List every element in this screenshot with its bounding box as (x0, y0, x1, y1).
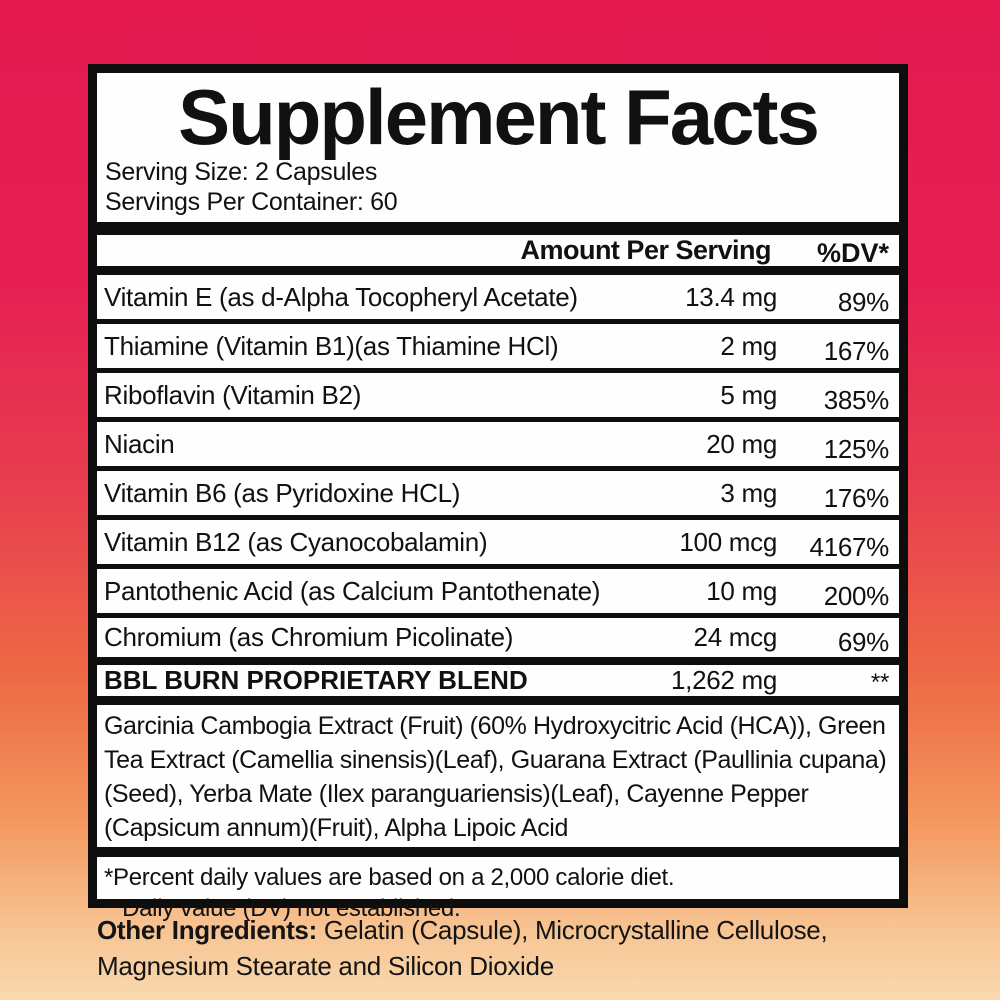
column-header-percent-dv: %DV* (816, 238, 889, 268)
divider-header-bottom (97, 266, 899, 275)
proprietary-blend-row: BBL BURN PROPRIETARY BLEND 1,262 mg ** (97, 665, 899, 696)
nutrient-amount: 13.4 mg (685, 281, 777, 312)
nutrient-dv: 385% (823, 384, 890, 415)
table-row: Vitamin B6 (as Pyridoxine HCL) 3 mg 176% (97, 471, 899, 520)
blend-ingredients-paragraph: Garcinia Cambogia Extract (Fruit) (60% H… (104, 712, 887, 842)
nutrient-name: Pantothenic Acid (as Calcium Pantothenat… (104, 575, 601, 606)
divider-blend-bottom (97, 696, 899, 705)
other-ingredients-text: Gelatin (Capsule), Microcrystalline Cell… (97, 915, 828, 981)
table-row: Riboflavin (Vitamin B2) 5 mg 385% (97, 373, 899, 422)
table-row: Vitamin B12 (as Cyanocobalamin) 100 mcg … (97, 520, 899, 569)
serving-size-line: Serving Size: 2 Capsules (105, 158, 378, 186)
nutrient-name: Vitamin B6 (as Pyridoxine HCL) (104, 477, 461, 508)
column-header-amount-per-serving: Amount Per Serving (520, 235, 771, 265)
nutrient-dv: 4167% (809, 531, 890, 562)
nutrient-name: Chromium (as Chromium Picolinate) (104, 622, 514, 652)
table-row: Pantothenic Acid (as Calcium Pantothenat… (97, 569, 899, 618)
blend-name: BBL BURN PROPRIETARY BLEND (104, 665, 528, 695)
table-row: Thiamine (Vitamin B1)(as Thiamine HCl) 2… (97, 324, 899, 373)
other-ingredients-label: Other Ingredients: (97, 915, 317, 945)
nutrient-name: Vitamin E (as d-Alpha Tocopheryl Acetate… (104, 281, 578, 312)
footnote-dv-not-established: **Daily value (DV) not established. (104, 895, 461, 922)
nutrient-dv: 200% (823, 580, 890, 611)
nutrient-dv: 176% (823, 482, 890, 513)
nutrient-dv: 125% (823, 433, 890, 464)
nutrient-name: Thiamine (Vitamin B1)(as Thiamine HCl) (104, 330, 559, 361)
divider-footnotes (97, 847, 899, 857)
nutrient-amount: 24 mcg (693, 622, 778, 652)
nutrient-amount: 2 mg (720, 330, 777, 361)
nutrient-amount: 5 mg (720, 379, 777, 410)
nutrient-amount: 20 mg (706, 428, 777, 459)
table-row: Chromium (as Chromium Picolinate) 24 mcg… (97, 618, 899, 657)
divider-blend-top (97, 657, 899, 665)
nutrient-table: Vitamin E (as d-Alpha Tocopheryl Acetate… (97, 275, 899, 657)
nutrient-dv: 167% (823, 335, 890, 366)
table-row: Niacin 20 mg 125% (97, 422, 899, 471)
table-header-row: Amount Per Serving %DV* (97, 235, 899, 268)
footnotes: *Percent daily values are based on a 2,0… (97, 857, 899, 924)
nutrient-name: Riboflavin (Vitamin B2) (104, 379, 362, 410)
nutrient-amount: 100 mcg (679, 526, 777, 557)
servings-per-container-line: Servings Per Container: 60 (105, 188, 398, 216)
nutrient-dv: 89% (837, 286, 889, 317)
blend-dv: ** (870, 668, 889, 696)
nutrient-amount: 3 mg (720, 477, 777, 508)
nutrient-amount: 10 mg (706, 575, 777, 606)
nutrient-name: Vitamin B12 (as Cyanocobalamin) (104, 526, 488, 557)
blend-amount: 1,262 mg (670, 665, 777, 695)
nutrient-dv: 69% (837, 627, 889, 657)
table-row: Vitamin E (as d-Alpha Tocopheryl Acetate… (97, 275, 899, 324)
other-ingredients: Other Ingredients: Gelatin (Capsule), Mi… (97, 912, 897, 984)
panel-title: Supplement Facts (178, 73, 820, 161)
nutrient-name: Niacin (104, 428, 175, 459)
footnote-daily-values: *Percent daily values are based on a 2,0… (104, 864, 675, 891)
supplement-facts-panel: Supplement Facts Serving Size: 2 Capsule… (88, 64, 908, 922)
divider-heavy-top (97, 222, 899, 235)
